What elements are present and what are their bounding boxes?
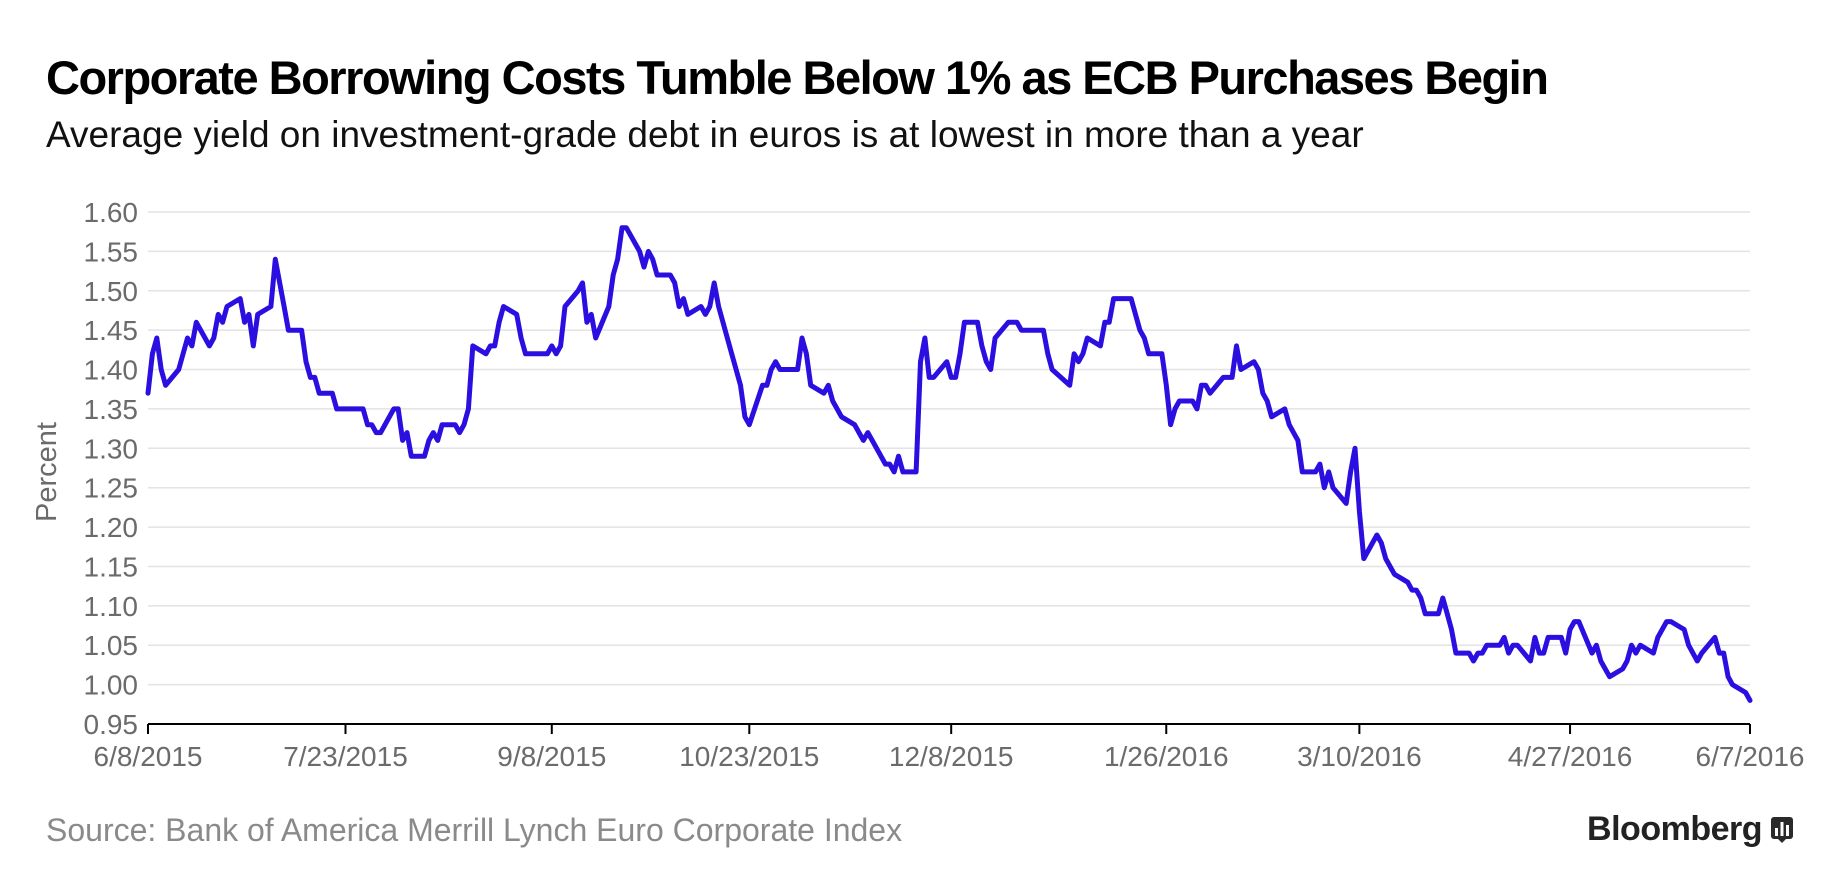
x-tick-label: 6/7/2016 bbox=[1696, 741, 1805, 772]
y-axis-ticks: 0.95 1.00 1.05 1.10 1.15 1.20 1.25 1.30 1.35 1.40… bbox=[84, 197, 139, 740]
y-tick-label: 1.10 bbox=[84, 591, 139, 622]
y-tick-label: 1.20 bbox=[84, 512, 139, 543]
y-tick-label: 1.55 bbox=[84, 236, 139, 267]
y-tick-label: 1.35 bbox=[84, 394, 139, 425]
y-tick-label: 1.25 bbox=[84, 473, 139, 504]
source-note: Source: Bank of America Merrill Lynch Eu… bbox=[46, 812, 903, 848]
x-tick-label: 7/23/2015 bbox=[283, 741, 408, 772]
series-line bbox=[145, 225, 1753, 703]
series-layer bbox=[145, 225, 1753, 703]
y-tick-label: 1.00 bbox=[84, 670, 139, 701]
bloomberg-chart-icon bbox=[1771, 816, 1793, 843]
x-tick-label: 10/23/2015 bbox=[679, 741, 819, 772]
y-tick-label: 1.45 bbox=[84, 315, 139, 346]
chart-subtitle: Average yield on investment-grade debt i… bbox=[46, 114, 1364, 155]
gridlines bbox=[148, 211, 1750, 686]
x-axis-ticks: 6/8/2015 7/23/2015 9/8/2015 10/23/2015 12/8/… bbox=[94, 724, 1805, 772]
brand-mark: Bloomberg bbox=[1587, 810, 1794, 849]
y-axis-label: Percent bbox=[31, 422, 63, 522]
y-tick-label: 1.05 bbox=[84, 630, 139, 661]
y-tick-label: 1.50 bbox=[84, 276, 139, 307]
y-tick-label: 1.60 bbox=[84, 197, 139, 228]
x-tick-label: 6/8/2015 bbox=[94, 741, 203, 772]
chart-title: Corporate Borrowing Costs Tumble Below 1… bbox=[46, 51, 1549, 104]
x-tick-label: 1/26/2016 bbox=[1104, 741, 1229, 772]
y-tick-label: 1.40 bbox=[84, 355, 139, 386]
x-tick-label: 9/8/2015 bbox=[497, 741, 606, 772]
brand-name: Bloomberg bbox=[1587, 810, 1762, 848]
y-tick-label: 1.30 bbox=[84, 433, 139, 464]
y-tick-label: 1.15 bbox=[84, 551, 139, 582]
x-tick-label: 12/8/2015 bbox=[889, 741, 1014, 772]
x-tick-label: 4/27/2016 bbox=[1508, 741, 1633, 772]
x-tick-label: 3/10/2016 bbox=[1297, 741, 1422, 772]
y-tick-label: 0.95 bbox=[84, 709, 139, 740]
